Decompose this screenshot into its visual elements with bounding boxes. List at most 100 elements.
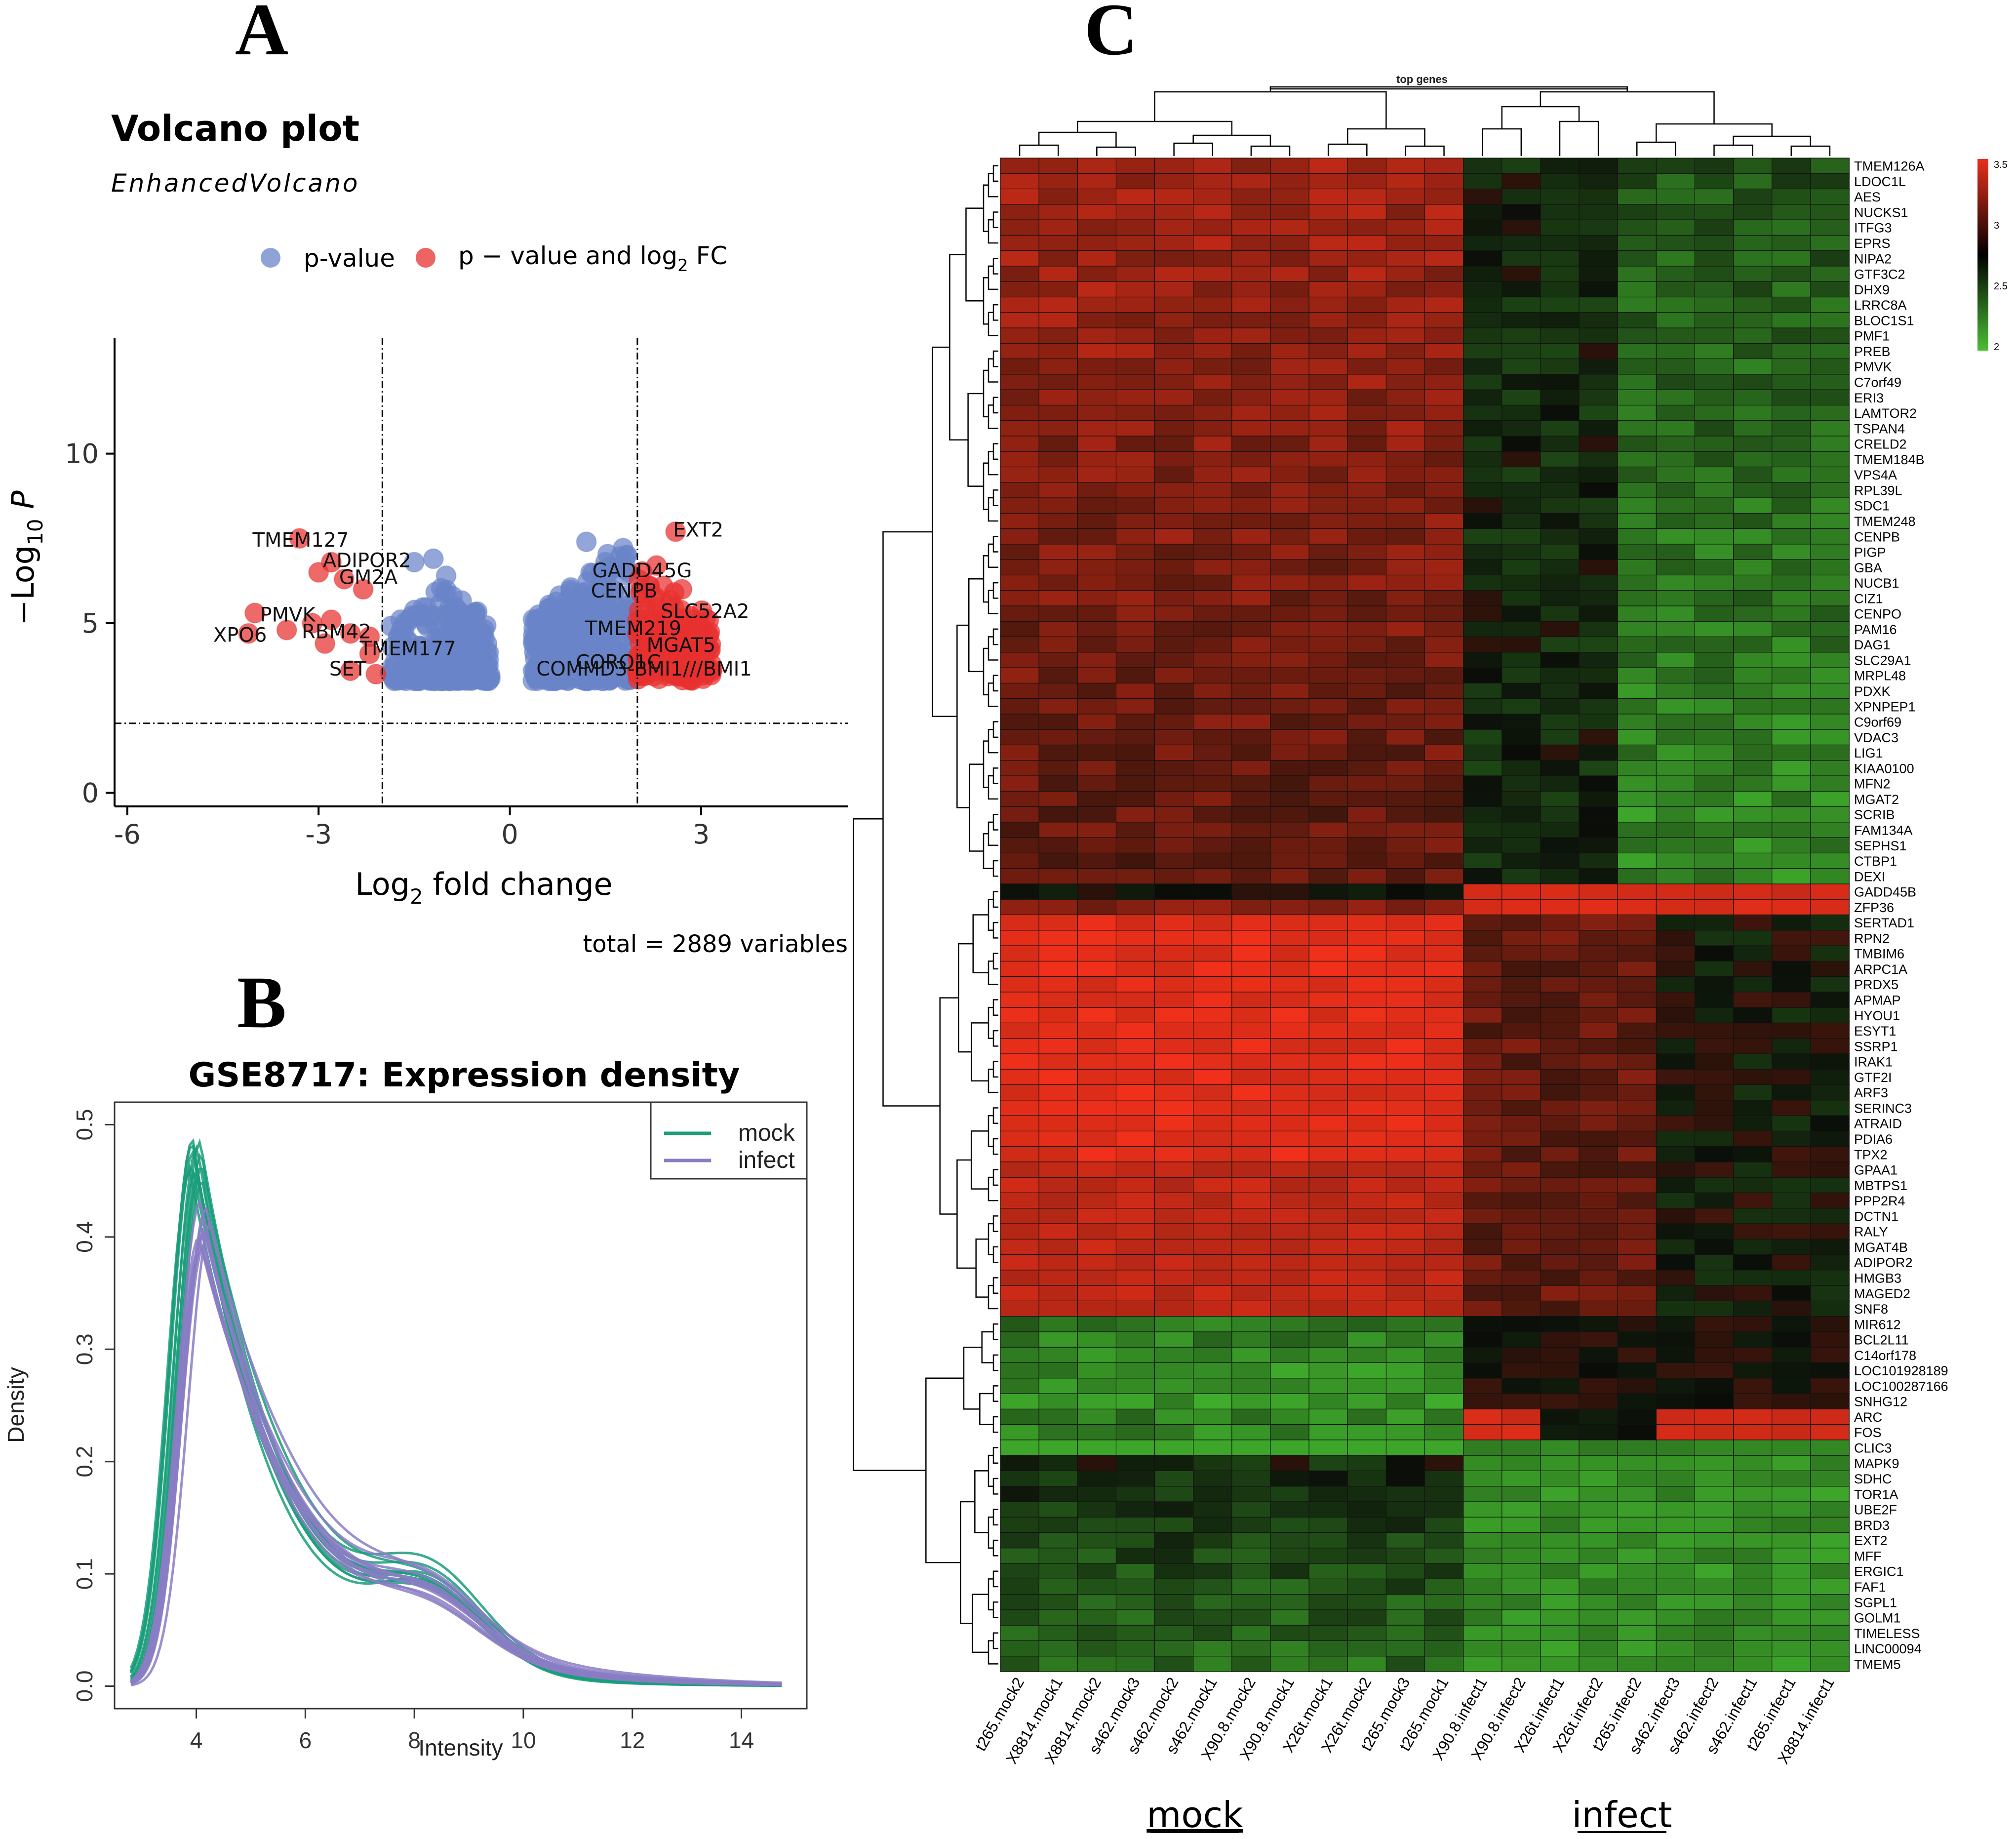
heatmap-cell bbox=[1308, 1408, 1348, 1425]
volcano-subtitle: EnhancedVolcano bbox=[111, 169, 359, 198]
heatmap-cell bbox=[1231, 1208, 1271, 1224]
heatmap-cell bbox=[1347, 1393, 1387, 1410]
heatmap-cell bbox=[1424, 1548, 1464, 1564]
heatmap-cell bbox=[1193, 1161, 1232, 1178]
heatmap-cell bbox=[1115, 1563, 1155, 1580]
heatmap-cell bbox=[1733, 760, 1773, 776]
heatmap-cell bbox=[1347, 852, 1387, 869]
heatmap-cell bbox=[1694, 389, 1734, 406]
heatmap-cell bbox=[1733, 1208, 1773, 1224]
heatmap-cell bbox=[1308, 1424, 1348, 1440]
heatmap-cell bbox=[1579, 1115, 1619, 1132]
heatmap-cell bbox=[1193, 266, 1232, 282]
heatmap-cell bbox=[1579, 266, 1619, 282]
heatmap-cell bbox=[1579, 698, 1619, 715]
heatmap-cell bbox=[1193, 158, 1232, 174]
heatmap-cell bbox=[1463, 806, 1502, 823]
heatmap-cell bbox=[1502, 497, 1541, 514]
heatmap-cell bbox=[1154, 312, 1194, 328]
heatmap-cell bbox=[1579, 1285, 1619, 1302]
heatmap-cell bbox=[1733, 992, 1773, 1008]
heatmap-row-label: RPN2 bbox=[1854, 931, 1890, 946]
heatmap-cell bbox=[1077, 1408, 1117, 1425]
density-curves bbox=[129, 1138, 782, 1687]
heatmap-cell bbox=[1347, 1563, 1387, 1580]
heatmap-row-label: FAF1 bbox=[1854, 1580, 1886, 1595]
heatmap-cell bbox=[1772, 1609, 1811, 1626]
heatmap-cell bbox=[1502, 590, 1541, 606]
heatmap-cell bbox=[1077, 219, 1117, 236]
heatmap-cell bbox=[1502, 1486, 1541, 1502]
heatmap-cell bbox=[1038, 590, 1078, 606]
heatmap-cell bbox=[1038, 837, 1078, 854]
heatmap-cell bbox=[1733, 1439, 1773, 1456]
heatmap-cell bbox=[1154, 822, 1194, 839]
density-plot: GSE8717: Expression density 4 6 8 10 12 140.0… bbox=[3, 1056, 808, 1760]
heatmap-cell bbox=[1424, 698, 1464, 715]
heatmap-cell bbox=[1154, 451, 1194, 468]
heatmap-cell bbox=[1810, 1146, 1850, 1162]
heatmap-cell bbox=[1193, 791, 1232, 807]
heatmap-cell bbox=[1424, 1316, 1464, 1332]
heatmap-cell bbox=[1000, 1146, 1040, 1162]
heatmap-cell bbox=[1424, 1470, 1464, 1487]
heatmap-cell bbox=[1231, 1254, 1271, 1271]
heatmap-row-label: PIGP bbox=[1854, 545, 1886, 560]
heatmap-cell bbox=[1347, 1208, 1387, 1224]
heatmap-row-label: MIR612 bbox=[1854, 1317, 1901, 1332]
heatmap-cell bbox=[1772, 899, 1811, 916]
heatmap-cell bbox=[1617, 1609, 1657, 1626]
heatmap-cell bbox=[1154, 1455, 1194, 1472]
heatmap-cell bbox=[1733, 930, 1773, 946]
row-dendrogram-link bbox=[992, 165, 998, 182]
heatmap-cell bbox=[1385, 1146, 1425, 1162]
heatmap-cell bbox=[1617, 1100, 1657, 1116]
heatmap-cell bbox=[1424, 1393, 1464, 1410]
row-dendrogram-link bbox=[972, 1594, 988, 1653]
heatmap-cell bbox=[1231, 1007, 1271, 1024]
heatmap-cell bbox=[1540, 436, 1580, 452]
density-x-tick-label: 6 bbox=[299, 1727, 312, 1753]
heatmap-cell bbox=[1231, 1130, 1271, 1147]
volcano-point bbox=[424, 614, 445, 636]
heatmap-cell bbox=[1231, 1192, 1271, 1209]
heatmap-cell bbox=[1154, 682, 1194, 699]
heatmap-cell bbox=[1385, 158, 1425, 174]
heatmap-row-label: TMEM5 bbox=[1854, 1657, 1901, 1672]
heatmap-cell bbox=[1733, 1378, 1773, 1394]
heatmap-cell bbox=[1347, 698, 1387, 715]
heatmap-cell bbox=[1270, 327, 1309, 344]
heatmap-cell bbox=[1000, 1455, 1040, 1472]
volcano-point bbox=[582, 604, 603, 625]
heatmap-cell bbox=[1000, 1208, 1040, 1224]
heatmap-cell bbox=[1308, 714, 1348, 730]
heatmap-cell bbox=[1308, 188, 1348, 205]
heatmap-cell bbox=[1772, 1532, 1811, 1549]
heatmap-cell bbox=[1617, 1470, 1657, 1487]
heatmap: top genes TMEM126ALDOC1LAESNUCKS1ITFG3EP… bbox=[853, 73, 2008, 1836]
heatmap-cell bbox=[1270, 1470, 1309, 1487]
heatmap-cell bbox=[1347, 899, 1387, 916]
heatmap-cell bbox=[1270, 1378, 1309, 1394]
heatmap-cell bbox=[1347, 1069, 1387, 1085]
heatmap-cell bbox=[1231, 1069, 1271, 1085]
heatmap-cell bbox=[1115, 1578, 1155, 1595]
heatmap-cell bbox=[1270, 250, 1309, 267]
heatmap-cell bbox=[1424, 1594, 1464, 1610]
heatmap-cell bbox=[1193, 436, 1232, 452]
heatmap-cell bbox=[1077, 358, 1117, 375]
heatmap-cell bbox=[1694, 930, 1734, 946]
heatmap-cell bbox=[1540, 760, 1580, 776]
heatmap-cell bbox=[1231, 1177, 1271, 1194]
heatmap-cell bbox=[1385, 188, 1425, 205]
heatmap-cell bbox=[1115, 1609, 1155, 1626]
heatmap-cell bbox=[1270, 1130, 1309, 1147]
heatmap-cell bbox=[1154, 1517, 1194, 1533]
heatmap-cell bbox=[1810, 281, 1850, 298]
heatmap-cell bbox=[1270, 1625, 1309, 1641]
heatmap-cell bbox=[1193, 930, 1232, 946]
heatmap-cell bbox=[1424, 1285, 1464, 1302]
heatmap-cell bbox=[1115, 436, 1155, 452]
heatmap-cell bbox=[1656, 605, 1696, 622]
heatmap-cell bbox=[1347, 930, 1387, 946]
